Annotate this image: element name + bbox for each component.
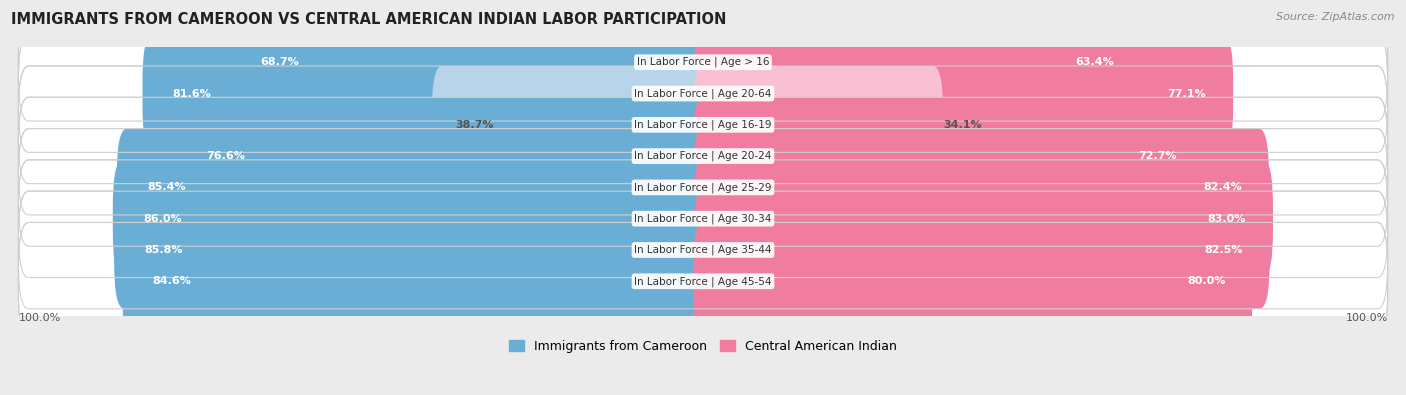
FancyBboxPatch shape	[18, 191, 1388, 309]
FancyBboxPatch shape	[18, 35, 1388, 152]
Text: In Labor Force | Age 35-44: In Labor Force | Age 35-44	[634, 245, 772, 255]
Text: 82.5%: 82.5%	[1204, 245, 1243, 255]
FancyBboxPatch shape	[693, 35, 1233, 152]
Text: 76.6%: 76.6%	[207, 151, 246, 161]
Legend: Immigrants from Cameroon, Central American Indian: Immigrants from Cameroon, Central Americ…	[505, 335, 901, 358]
FancyBboxPatch shape	[432, 66, 713, 184]
FancyBboxPatch shape	[693, 97, 1204, 215]
Text: In Labor Force | Age > 16: In Labor Force | Age > 16	[637, 57, 769, 68]
Text: In Labor Force | Age 45-54: In Labor Force | Age 45-54	[634, 276, 772, 286]
Text: 72.7%: 72.7%	[1137, 151, 1177, 161]
Text: In Labor Force | Age 25-29: In Labor Force | Age 25-29	[634, 182, 772, 193]
Text: 80.0%: 80.0%	[1188, 276, 1226, 286]
FancyBboxPatch shape	[229, 4, 713, 121]
FancyBboxPatch shape	[18, 97, 1388, 215]
Text: 68.7%: 68.7%	[260, 57, 298, 67]
Text: 85.8%: 85.8%	[145, 245, 183, 255]
FancyBboxPatch shape	[693, 66, 943, 184]
Text: 86.0%: 86.0%	[143, 214, 181, 224]
FancyBboxPatch shape	[693, 160, 1272, 278]
FancyBboxPatch shape	[18, 66, 1388, 184]
FancyBboxPatch shape	[693, 129, 1268, 246]
FancyBboxPatch shape	[117, 129, 713, 246]
FancyBboxPatch shape	[114, 191, 713, 309]
FancyBboxPatch shape	[18, 4, 1388, 121]
FancyBboxPatch shape	[18, 160, 1388, 278]
Text: 63.4%: 63.4%	[1076, 57, 1114, 67]
Text: IMMIGRANTS FROM CAMEROON VS CENTRAL AMERICAN INDIAN LABOR PARTICIPATION: IMMIGRANTS FROM CAMEROON VS CENTRAL AMER…	[11, 12, 727, 27]
FancyBboxPatch shape	[122, 222, 713, 340]
FancyBboxPatch shape	[176, 97, 713, 215]
FancyBboxPatch shape	[693, 222, 1253, 340]
FancyBboxPatch shape	[142, 35, 713, 152]
Text: 100.0%: 100.0%	[18, 313, 60, 323]
FancyBboxPatch shape	[18, 129, 1388, 246]
Text: In Labor Force | Age 30-34: In Labor Force | Age 30-34	[634, 213, 772, 224]
FancyBboxPatch shape	[693, 191, 1270, 309]
Text: In Labor Force | Age 20-24: In Labor Force | Age 20-24	[634, 151, 772, 162]
Text: 81.6%: 81.6%	[173, 88, 211, 98]
Text: Source: ZipAtlas.com: Source: ZipAtlas.com	[1277, 12, 1395, 22]
Text: 84.6%: 84.6%	[153, 276, 191, 286]
Text: 34.1%: 34.1%	[943, 120, 981, 130]
Text: 38.7%: 38.7%	[456, 120, 494, 130]
Text: 100.0%: 100.0%	[1346, 313, 1388, 323]
Text: In Labor Force | Age 20-64: In Labor Force | Age 20-64	[634, 88, 772, 99]
Text: 85.4%: 85.4%	[148, 182, 186, 192]
FancyBboxPatch shape	[693, 4, 1140, 121]
Text: In Labor Force | Age 16-19: In Labor Force | Age 16-19	[634, 120, 772, 130]
Text: 83.0%: 83.0%	[1208, 214, 1246, 224]
FancyBboxPatch shape	[18, 222, 1388, 340]
Text: 77.1%: 77.1%	[1167, 88, 1206, 98]
Text: 82.4%: 82.4%	[1204, 182, 1241, 192]
FancyBboxPatch shape	[112, 160, 713, 278]
